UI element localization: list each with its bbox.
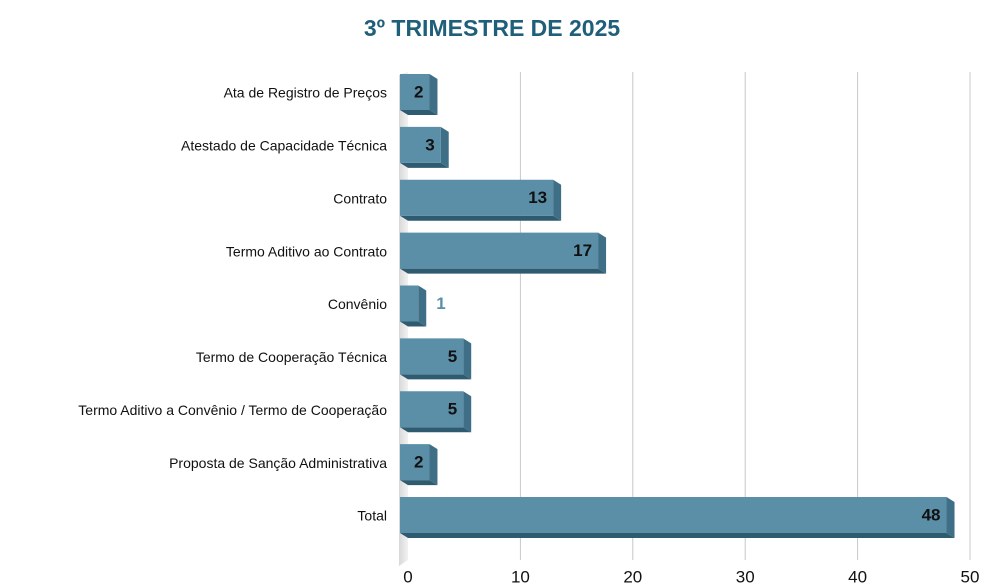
- bar-side: [553, 179, 562, 221]
- value-label: 1: [436, 294, 445, 313]
- value-label: 48: [922, 505, 941, 524]
- x-tick-label: 20: [623, 567, 642, 586]
- value-label: 5: [448, 400, 457, 419]
- value-label: 13: [528, 188, 547, 207]
- x-tick-label: 40: [848, 567, 867, 586]
- y-tick-label: Termo Aditivo a Convênio / Termo de Coop…: [78, 402, 387, 418]
- bar-bottom: [400, 215, 562, 221]
- value-label: 5: [448, 347, 457, 366]
- y-tick-label: Termo de Cooperação Técnica: [196, 349, 387, 365]
- bar-bottom: [400, 480, 438, 486]
- bar: [400, 497, 947, 533]
- y-tick-label: Contrato: [333, 190, 387, 206]
- y-tick-label: Termo Aditivo ao Contrato: [226, 243, 387, 259]
- x-tick-label: 0: [403, 567, 412, 586]
- bar-side: [598, 232, 607, 274]
- bar: [400, 74, 430, 110]
- bar-bottom: [400, 427, 472, 433]
- bar-bottom: [400, 533, 955, 538]
- bar: [400, 338, 464, 375]
- value-label: 3: [425, 135, 434, 154]
- x-tick-label: 30: [736, 567, 755, 586]
- value-label: 17: [573, 241, 592, 260]
- bar-bottom: [400, 321, 427, 327]
- bar-bottom: [400, 162, 449, 168]
- bar-side: [463, 338, 472, 380]
- bar-bottom: [400, 268, 607, 274]
- value-label: 2: [414, 453, 423, 472]
- bar-side: [429, 444, 438, 486]
- bar: [400, 285, 419, 322]
- bar-side: [418, 285, 427, 327]
- bar: [400, 232, 599, 269]
- bar-side: [429, 74, 438, 115]
- chart-title: 3º TRIMESTRE DE 2025: [364, 15, 621, 41]
- bar-side: [440, 126, 449, 168]
- y-tick-label: Total: [357, 508, 387, 524]
- bar: [400, 126, 441, 163]
- y-tick-label: Atestado de Capacidade Técnica: [181, 138, 387, 154]
- x-tick-label: 10: [511, 567, 530, 586]
- bar-bottom: [400, 374, 472, 380]
- bar: [400, 179, 554, 216]
- bar: [400, 391, 464, 428]
- bar: [400, 444, 430, 481]
- bar-side: [946, 497, 955, 538]
- y-tick-label: Proposta de Sanção Administrativa: [169, 455, 387, 471]
- bar-side: [463, 391, 472, 433]
- y-tick-label: Ata de Registro de Preços: [224, 85, 387, 101]
- bar-bottom: [400, 110, 438, 115]
- x-tick-label: 50: [961, 567, 980, 586]
- y-tick-label: Convênio: [328, 296, 387, 312]
- value-label: 2: [414, 82, 423, 101]
